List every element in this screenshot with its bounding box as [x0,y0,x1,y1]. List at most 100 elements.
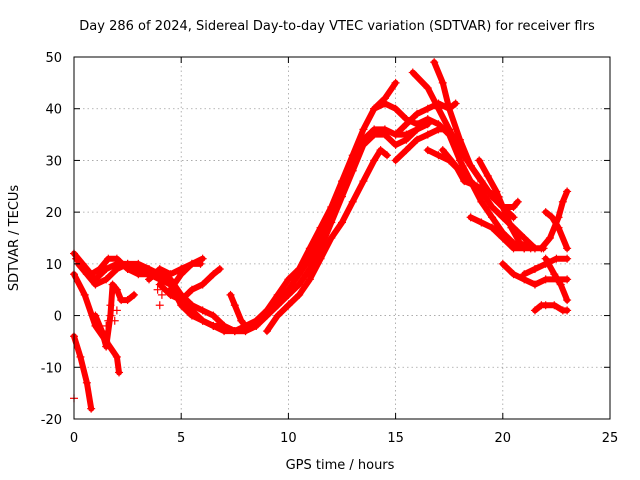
data-point-marker [134,259,143,268]
data-point-marker [423,104,432,113]
axis-ticks [73,56,611,420]
series-markers [430,58,518,222]
data-point-marker [507,223,516,232]
data-point-marker [498,202,507,211]
data-point-marker [262,327,271,336]
data-point-marker [445,104,454,113]
data-point-marker [391,104,400,113]
data-point-marker [230,301,239,310]
data-point-marker [530,265,539,274]
series-line [431,59,517,221]
data-point-marker [380,94,389,103]
data-point-marker [262,311,271,320]
series-s13 [391,125,454,165]
data-point-marker [327,218,336,227]
data-point-marker [391,156,400,165]
data-point-marker [509,202,518,211]
data-point-marker [520,234,529,242]
data-point-marker [488,223,497,232]
series-line [542,209,571,252]
y-tick-label: 0 [54,310,62,325]
data-point-marker [226,290,235,299]
data-point-marker [483,171,492,180]
data-point-marker [87,404,96,413]
series-markers [530,301,572,315]
series-line [424,147,547,252]
data-point-marker [155,280,164,289]
data-point-marker [166,290,175,299]
data-point-marker [359,125,368,134]
data-point-marker [370,156,379,165]
data-point-marker [554,223,563,232]
x-tick-label: 5 [177,431,185,446]
data-point-marker [198,316,207,325]
plot-frame [73,56,611,420]
data-point-marker [209,311,218,320]
data-point-marker [380,130,389,139]
data-point-marker [488,202,497,211]
data-point-marker [475,156,484,165]
y-tick-label: -10 [41,361,62,376]
series-line [71,333,95,412]
data-point-marker [273,311,282,320]
data-point-marker [305,275,314,284]
series-s10 [226,290,250,330]
data-point-marker [423,146,432,155]
data-point-marker [509,213,518,222]
data-point-marker [316,254,325,263]
data-point-marker [488,213,497,222]
data-point-marker [108,280,117,289]
data-point-marker [376,146,385,155]
series-markers [262,146,392,336]
data-point-marker [563,306,572,315]
data-point-marker [230,327,239,336]
data-point-marker [97,327,106,336]
data-point-marker [102,342,111,351]
y-axis-label: SDTVAR / TECUs [7,185,22,292]
data-point-marker [563,187,572,196]
series-s19 [475,156,535,253]
data-point-marker [509,270,518,279]
data-point-marker [370,104,379,113]
data-point-marker [338,192,346,201]
series-line [227,291,249,329]
data-point-marker [145,265,154,274]
data-point-marker [460,177,469,186]
data-point-marker [451,161,460,170]
scatter-point-marker [157,290,166,299]
data-point-marker [402,120,411,129]
data-point-marker [284,290,293,299]
series-s17 [423,146,548,253]
series-markers [166,259,205,294]
data-point-marker [370,130,379,139]
series-markers [541,208,572,253]
series-line [264,147,390,335]
data-point-marker [241,321,250,330]
data-point-marker [391,78,400,87]
data-point-marker [402,146,411,155]
data-point-marker [552,254,561,263]
data-point-marker [563,296,572,305]
data-point-marker [563,244,572,253]
data-point-marker [80,290,89,299]
series-line [542,255,571,304]
data-point-marker [209,321,218,330]
data-point-marker [76,352,85,361]
data-point-marker [413,125,422,134]
data-point-marker [558,197,567,206]
data-point-marker [434,125,443,134]
data-point-marker [477,177,486,186]
series-markers [74,125,422,336]
series-s25 [541,254,572,305]
data-point-marker [430,58,439,67]
data-point-marker [530,280,539,289]
data-point-marker [327,234,336,242]
series-markers [155,265,224,305]
x-axis-label: GPS time / hours [286,458,395,473]
data-point-marker [295,290,304,299]
series-s23 [537,187,572,253]
data-point-marker [82,378,91,387]
data-point-marker [548,213,557,222]
x-tick-labels: 0 5 10 15 20 25 [70,431,618,446]
data-point-marker [541,301,550,310]
